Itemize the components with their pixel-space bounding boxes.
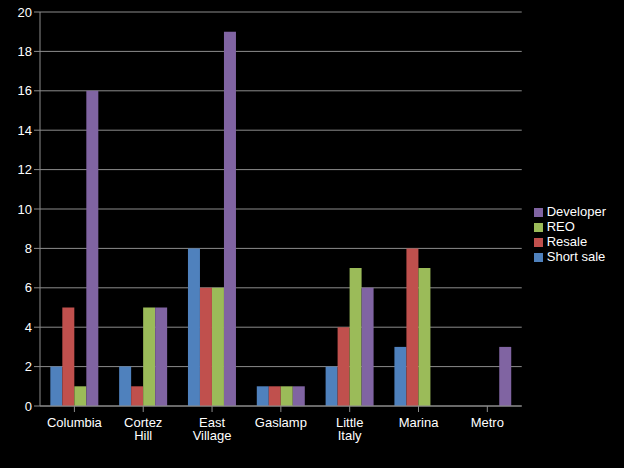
- svg-text:8: 8: [25, 241, 32, 256]
- svg-text:LittleItaly: LittleItaly: [336, 415, 363, 443]
- svg-text:Columbia: Columbia: [47, 415, 103, 430]
- svg-text:14: 14: [18, 123, 32, 138]
- svg-text:Gaslamp: Gaslamp: [255, 415, 307, 430]
- svg-text:Marina: Marina: [399, 415, 440, 430]
- html-text:REO: REO: [546, 219, 575, 234]
- svg-text:6: 6: [25, 280, 32, 295]
- svg-text:12: 12: [18, 162, 32, 177]
- svg-text:18: 18: [18, 44, 32, 59]
- svg-text:0: 0: [25, 399, 32, 414]
- html-text:Short sale: Short sale: [546, 249, 606, 264]
- html-text:Developer: Developer: [546, 204, 606, 219]
- svg-text:2: 2: [25, 359, 32, 374]
- svg-text:Metro: Metro: [471, 415, 504, 430]
- svg-text:4: 4: [25, 320, 32, 335]
- svg-text:CortezHill: CortezHill: [124, 415, 162, 443]
- svg-text:16: 16: [18, 83, 32, 98]
- svg-text:EastVillage: EastVillage: [193, 415, 232, 443]
- svg-text:20: 20: [18, 5, 32, 20]
- html-text:Resale: Resale: [546, 234, 588, 249]
- svg-text:10: 10: [18, 202, 32, 217]
